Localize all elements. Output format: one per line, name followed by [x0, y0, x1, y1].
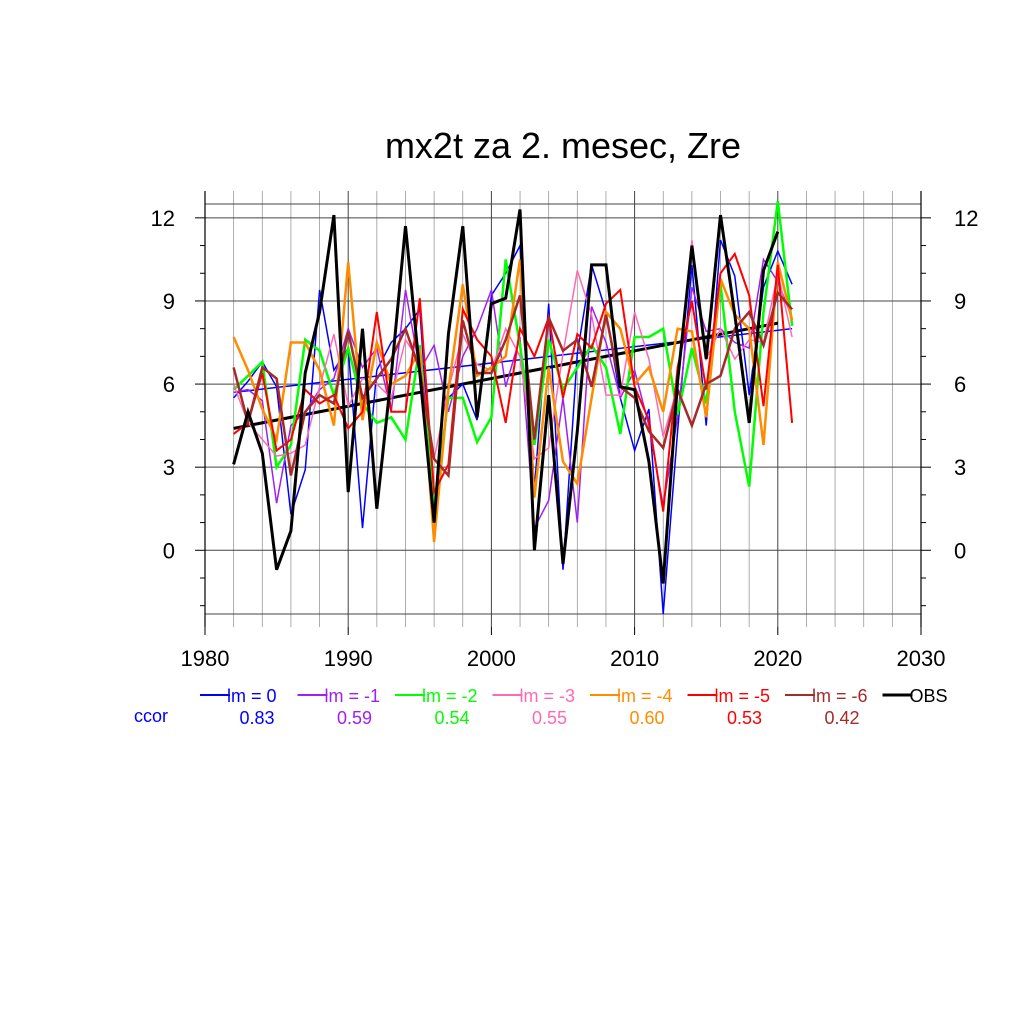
axes: 0 0 3 3 6 6 9 9 12 12 1980 1990 2000 2010 2020 2030 [151, 191, 978, 671]
y-tick-label-left: 3 [163, 455, 175, 480]
legend-ccor-value: 0.83 [239, 708, 274, 728]
legend-label: lm = -1 [325, 686, 381, 706]
ccor-label: ccor [134, 706, 168, 726]
legend-ccor-value: 0.59 [337, 708, 372, 728]
trend-line [233, 321, 779, 430]
y-tick-label-right: 0 [954, 538, 966, 563]
series-line [232, 209, 780, 584]
legend-label: OBS [910, 686, 948, 706]
x-tick-label: 2020 [753, 646, 802, 671]
legend-ccor-value: 0.42 [824, 708, 859, 728]
legend-ccor-value: 0.55 [532, 708, 567, 728]
legend-label: lm = -2 [422, 686, 478, 706]
legend-label: lm = 0 [227, 686, 277, 706]
y-tick-label-left: 0 [163, 538, 175, 563]
y-tick-label-left: 6 [163, 372, 175, 397]
legend-ccor-value: 0.54 [434, 708, 469, 728]
y-tick-label-left: 12 [151, 206, 175, 231]
y-tick-label-left: 9 [163, 289, 175, 314]
y-tick-label-right: 3 [954, 455, 966, 480]
legend-label: lm = -3 [520, 686, 576, 706]
legend-label: lm = -4 [617, 686, 673, 706]
legend: ccor lm = 00.83 lm = -10.59 lm = -20.54 lm =… [134, 686, 948, 728]
x-tick-label: 2030 [897, 646, 946, 671]
x-tick-label: 1990 [324, 646, 373, 671]
legend-ccor-value: 0.60 [629, 708, 664, 728]
legend-label: lm = -6 [812, 686, 868, 706]
x-tick-label: 2000 [467, 646, 516, 671]
x-tick-label: 2010 [610, 646, 659, 671]
series-lines [232, 201, 794, 615]
y-tick-label-right: 12 [954, 206, 978, 231]
x-tick-label: 1980 [181, 646, 230, 671]
chart-title: mx2t za 2. mesec, Zre [385, 125, 741, 166]
legend-ccor-value: 0.53 [727, 708, 762, 728]
y-tick-label-right: 9 [954, 289, 966, 314]
series-line [232, 289, 794, 479]
legend-label: lm = -5 [715, 686, 771, 706]
y-tick-label-right: 6 [954, 372, 966, 397]
